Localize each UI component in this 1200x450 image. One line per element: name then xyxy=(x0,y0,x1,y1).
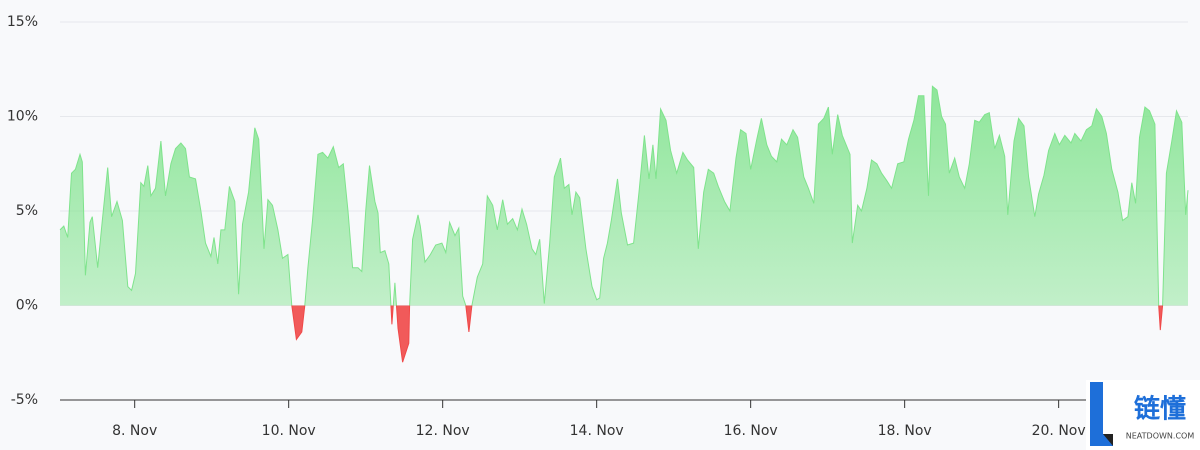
x-tick-label: 8. Nov xyxy=(112,423,157,439)
x-tick-label: 10. Nov xyxy=(262,423,316,439)
y-tick-label: 0% xyxy=(16,298,38,314)
x-tick-label: 16. Nov xyxy=(724,423,778,439)
watermark-text: 链懂 xyxy=(1134,394,1186,425)
x-tick-label: 12. Nov xyxy=(416,423,470,439)
watermark-logo-shadow xyxy=(1103,434,1113,446)
watermark-subtext: NEATDOWN.COM xyxy=(1126,432,1195,441)
y-tick-label: 15% xyxy=(7,14,38,30)
y-tick-label: -5% xyxy=(11,392,38,408)
watermark: 链懂 NEATDOWN.COM xyxy=(1086,380,1200,450)
x-tick-label: 14. Nov xyxy=(570,423,624,439)
line xyxy=(59,85,1189,363)
x-tick-label: 18. Nov xyxy=(878,423,932,439)
y-tick-label: 5% xyxy=(16,203,38,219)
area xyxy=(60,86,1188,363)
watermark-logo xyxy=(1090,382,1113,446)
x-tick-label: 20. Nov xyxy=(1032,423,1086,439)
y-tick-label: 10% xyxy=(7,109,38,125)
